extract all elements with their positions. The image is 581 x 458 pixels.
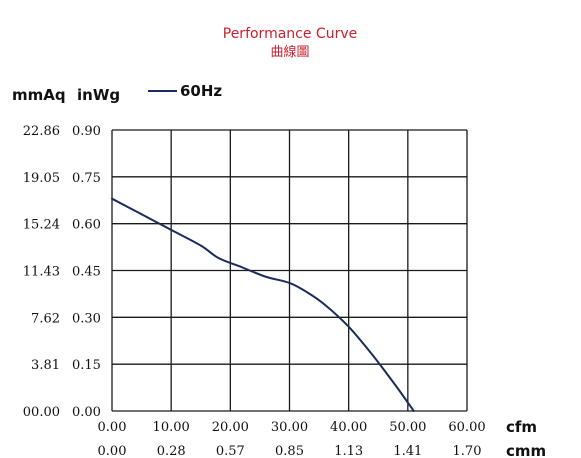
x-tick-label-cmm: 1.41 (393, 444, 422, 458)
chart-title: Performance Curve (223, 26, 357, 42)
series-layer (111, 197, 415, 412)
x-unit-cmm: cmm (506, 442, 546, 458)
y-tick-label-inwg: 0.60 (72, 218, 101, 233)
y-tick-label-inwg: 0.45 (72, 265, 101, 280)
y-tick-label-mmaq: 7.62 (31, 311, 60, 326)
y-tick-label-mmaq: 11.43 (23, 265, 60, 280)
y-tick-label-mmaq: 22.86 (23, 124, 60, 139)
y-unit-inwg: inWg (77, 86, 120, 104)
x-tick-label-cmm: 0.57 (216, 444, 245, 458)
x-tick-label-cfm: 50.00 (389, 420, 426, 435)
y-tick-label-inwg: 0.90 (72, 124, 101, 139)
y-unit-mmaq: mmAq (12, 86, 66, 104)
axis-ticks: 00.00 3.81 7.62 11.43 15.24 19.05 22.86 0.00 0.1… (23, 124, 486, 458)
y-tick-label-mmaq: 15.24 (23, 218, 60, 233)
series-line-60hz (111, 197, 415, 412)
chart-subtitle: 曲線圖 (270, 44, 309, 60)
legend-label-60hz: 60Hz (180, 82, 222, 100)
x-tick-label-cfm: 60.00 (448, 420, 485, 435)
x-unit-cfm: cfm (506, 418, 537, 436)
x-tick-label-cmm: 0.28 (157, 444, 186, 458)
x-tick-label-cfm: 10.00 (153, 420, 190, 435)
plot-grid (111, 129, 468, 412)
y-tick-label-inwg: 0.30 (72, 311, 101, 326)
x-tick-label-cmm: 1.70 (453, 444, 482, 458)
y-tick-label-inwg: 0.75 (72, 171, 101, 186)
x-tick-label-cfm: 20.00 (212, 420, 249, 435)
y-tick-label-mmaq: 00.00 (23, 405, 60, 420)
y-tick-label-inwg: 0.15 (72, 358, 101, 373)
y-tick-label-mmaq: 3.81 (31, 358, 60, 373)
x-tick-label-cmm: 1.13 (334, 444, 363, 458)
x-tick-label-cfm: 0.00 (98, 420, 127, 435)
y-tick-label-mmaq: 19.05 (23, 171, 60, 186)
y-tick-label-inwg: 0.00 (72, 405, 101, 420)
x-tick-label-cmm: 0.85 (275, 444, 304, 458)
x-tick-label-cfm: 30.00 (271, 420, 308, 435)
x-tick-label-cmm: 0.00 (98, 444, 127, 458)
x-tick-label-cfm: 40.00 (330, 420, 367, 435)
